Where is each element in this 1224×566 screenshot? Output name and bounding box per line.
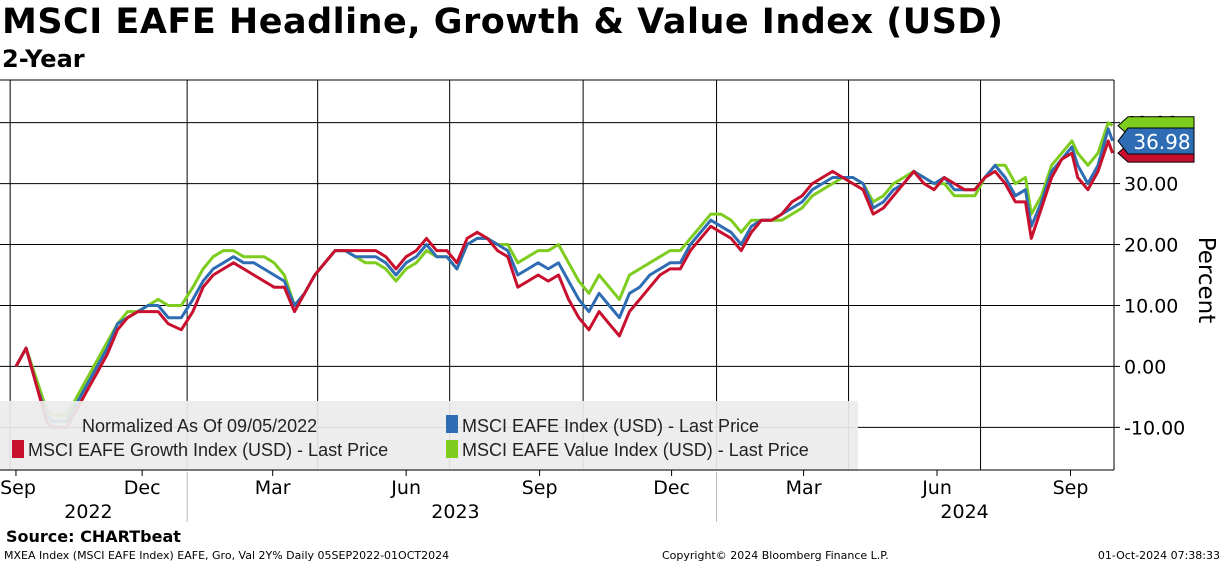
y-tick-label: 30.00 [1124, 174, 1178, 196]
legend-background [0, 401, 858, 471]
x-tick-label: Mar [786, 477, 822, 499]
x-tick-label: Sep [0, 477, 36, 499]
x-tick-label: Dec [653, 477, 690, 499]
series-line-growth [14, 139, 1114, 429]
last-value-tags: 36.98 [1117, 116, 1195, 163]
chart-title: MSCI EAFE Headline, Growth & Value Index… [2, 2, 1004, 42]
x-tick-label: Jun [921, 477, 952, 499]
x-year-label: 2022 [64, 501, 112, 523]
copyright: Copyright© 2024 Bloomberg Finance L.P. [662, 549, 889, 562]
legend-swatch-growth [12, 440, 24, 458]
x-tick-label: Sep [1053, 477, 1089, 499]
timestamp: 01-Oct-2024 07:38:33 [1097, 549, 1220, 562]
legend-label-eafe: MSCI EAFE Index (USD) - Last Price [462, 416, 759, 436]
x-year-label: 2023 [431, 501, 479, 523]
y-tick-label: 0.00 [1124, 356, 1166, 378]
legend-note: Normalized As Of 09/05/2022 [82, 416, 317, 436]
axes: -10.000.0010.0020.0030.0040.00SepDecMarJ… [0, 79, 1219, 523]
series-line-eafe [14, 127, 1114, 423]
x-year-label: 2024 [940, 501, 988, 523]
ticker-info: MXEA Index (MSCI EAFE Index) EAFE, Gro, … [4, 549, 450, 562]
legend-label-growth: MSCI EAFE Growth Index (USD) - Last Pric… [28, 440, 388, 460]
legend-label-value: MSCI EAFE Value Index (USD) - Last Price [462, 440, 809, 460]
series-line-value [14, 121, 1114, 417]
x-tick-label: Dec [124, 477, 161, 499]
x-tick-label: Mar [255, 477, 291, 499]
x-tick-label: Jun [390, 477, 421, 499]
y-tick-label: -10.00 [1124, 417, 1185, 439]
source-note: Source: CHARTbeat [6, 527, 181, 546]
chart-subtitle: 2-Year [2, 45, 85, 73]
y-tick-label: 20.00 [1124, 235, 1178, 257]
x-tick-label: Sep [522, 477, 558, 499]
last-value-label: 36.98 [1133, 130, 1190, 154]
legend-swatch-eafe [446, 415, 458, 433]
legend: Normalized As Of 09/05/2022 MSCI EAFE In… [0, 401, 858, 471]
y-tick-label: 10.00 [1124, 295, 1178, 317]
series-lines [14, 121, 1114, 429]
y-axis-title: Percent [1193, 237, 1219, 324]
last-value-tag-eafe [1117, 127, 1195, 155]
legend-swatch-value [446, 440, 458, 458]
